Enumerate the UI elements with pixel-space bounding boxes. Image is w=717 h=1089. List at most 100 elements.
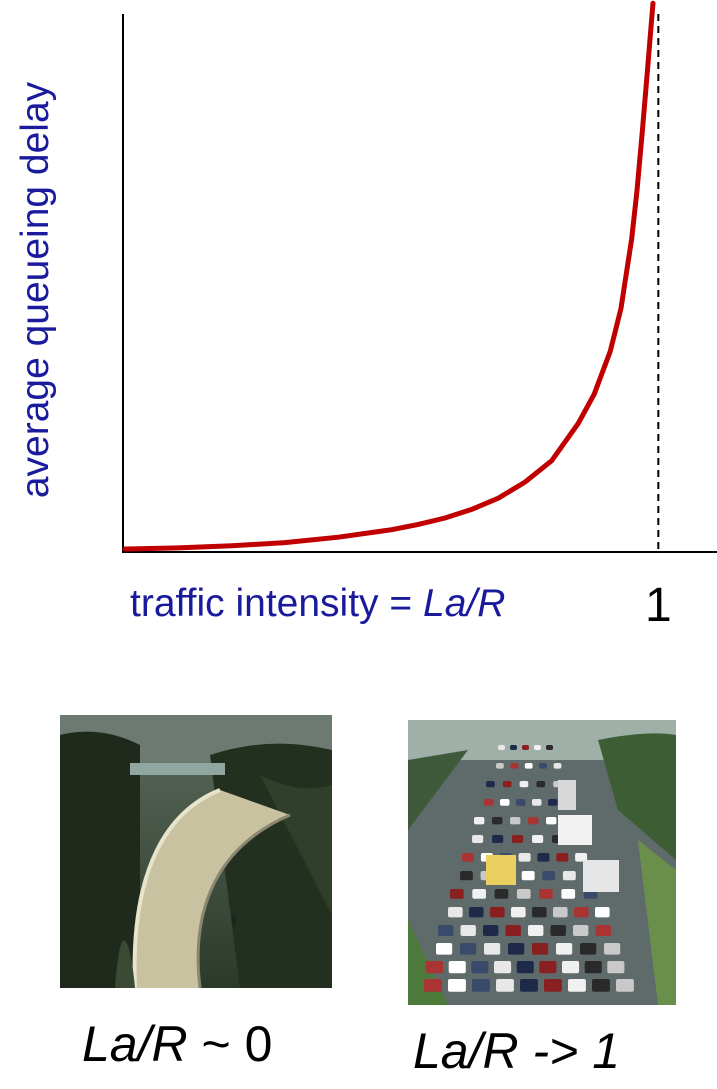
car [532, 907, 547, 918]
car [522, 745, 529, 750]
car [436, 943, 453, 955]
car [483, 925, 499, 936]
car [508, 943, 525, 955]
x-axis-label: traffic intensity = La/R [130, 582, 505, 626]
car [562, 871, 576, 881]
car [424, 979, 442, 992]
car [516, 799, 526, 806]
car [486, 781, 495, 788]
car [592, 979, 610, 992]
car [532, 799, 542, 806]
y-axis-label: average queueing delay [14, 81, 57, 499]
x-axis-label-prefix: traffic intensity = [130, 582, 423, 625]
car [520, 979, 538, 992]
car [553, 763, 562, 769]
car [584, 961, 602, 974]
car [580, 943, 597, 955]
car [510, 745, 517, 750]
car [537, 853, 550, 862]
car [528, 817, 539, 825]
series-line [122, 0, 656, 552]
car [546, 817, 557, 825]
car [471, 961, 489, 974]
truck [558, 815, 592, 845]
car [484, 799, 494, 806]
car [519, 781, 529, 788]
traffic-jam-photo [408, 720, 676, 1005]
truck [486, 855, 516, 885]
car [490, 907, 505, 918]
car [553, 907, 568, 918]
caption-high-intensity: La/R -> 1 [413, 1022, 620, 1080]
car [500, 799, 510, 806]
car [472, 979, 490, 992]
car [516, 889, 531, 899]
truck [558, 780, 576, 810]
car [492, 817, 503, 825]
caption-left-rest: ~ 0 [187, 1016, 273, 1072]
car [472, 835, 484, 843]
car [556, 943, 573, 955]
car [460, 943, 477, 955]
car [448, 907, 463, 918]
car [604, 943, 621, 955]
car [616, 979, 634, 992]
car [573, 925, 589, 936]
car [556, 853, 569, 862]
car [539, 889, 553, 899]
car [575, 853, 588, 862]
car [539, 763, 547, 769]
car [502, 781, 512, 788]
car [448, 961, 466, 974]
car [510, 763, 519, 769]
car [561, 889, 576, 899]
car [462, 853, 474, 862]
car [511, 907, 526, 918]
car [521, 871, 535, 881]
empty-highway-photo [60, 715, 332, 988]
caption-right-text: La/R -> 1 [413, 1023, 621, 1079]
car [460, 871, 473, 881]
car [568, 979, 586, 992]
car [450, 889, 464, 899]
car [548, 799, 558, 806]
car [448, 979, 466, 992]
car [460, 925, 476, 936]
car [494, 961, 512, 974]
truck [583, 860, 619, 892]
x-tick-label-1: 1 [645, 579, 672, 632]
car [474, 817, 485, 825]
car [528, 925, 544, 936]
car [595, 925, 611, 936]
caption-left-formula: La/R [82, 1016, 188, 1072]
car [544, 979, 562, 992]
car [484, 943, 501, 955]
car [505, 925, 521, 936]
car [607, 961, 625, 974]
car [524, 763, 533, 769]
car [536, 781, 546, 788]
car [595, 907, 610, 918]
car [562, 961, 580, 974]
car [516, 961, 534, 974]
car [426, 961, 444, 974]
car [492, 835, 504, 843]
caption-low-intensity: La/R ~ 0 [82, 1015, 272, 1073]
car [574, 907, 589, 918]
car [494, 889, 509, 899]
car [546, 745, 553, 750]
car [518, 853, 531, 862]
x-axis-label-formula: La/R [423, 582, 506, 625]
car [542, 871, 556, 881]
car [438, 925, 454, 936]
car [550, 925, 566, 936]
car [498, 745, 505, 750]
car [534, 745, 541, 750]
car [469, 907, 484, 918]
car [472, 889, 486, 899]
car [532, 835, 544, 843]
car [539, 961, 557, 974]
car [496, 979, 514, 992]
car [510, 817, 521, 825]
